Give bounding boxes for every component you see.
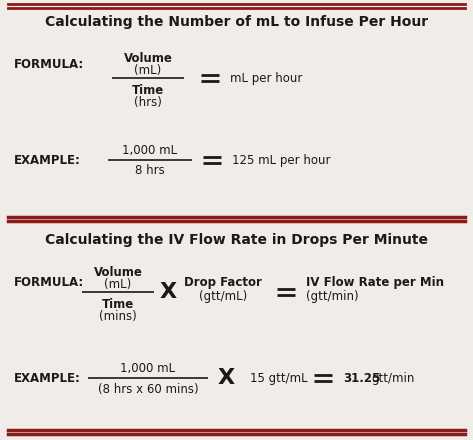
- Text: (mL): (mL): [105, 278, 131, 290]
- Text: EXAMPLE:: EXAMPLE:: [14, 154, 81, 166]
- Text: Time: Time: [132, 84, 164, 96]
- Text: (gtt/mL): (gtt/mL): [199, 290, 247, 303]
- Text: (mins): (mins): [99, 309, 137, 323]
- Text: 8 hrs: 8 hrs: [135, 164, 165, 176]
- Text: (8 hrs x 60 mins): (8 hrs x 60 mins): [98, 382, 198, 396]
- Text: X: X: [218, 368, 235, 388]
- Text: gtt/min: gtt/min: [371, 371, 414, 385]
- Text: 1,000 mL: 1,000 mL: [123, 143, 177, 157]
- Text: FORMULA:: FORMULA:: [14, 58, 84, 70]
- Text: Calculating the Number of mL to Infuse Per Hour: Calculating the Number of mL to Infuse P…: [45, 15, 428, 29]
- Text: (hrs): (hrs): [134, 95, 162, 109]
- Text: Calculating the IV Flow Rate in Drops Per Minute: Calculating the IV Flow Rate in Drops Pe…: [45, 233, 428, 247]
- Text: Time: Time: [102, 297, 134, 311]
- Text: mL per hour: mL per hour: [230, 72, 302, 84]
- Text: 1,000 mL: 1,000 mL: [121, 362, 175, 374]
- Text: Volume: Volume: [94, 265, 142, 279]
- Text: IV Flow Rate per Min: IV Flow Rate per Min: [306, 275, 444, 289]
- Text: (gtt/min): (gtt/min): [306, 290, 359, 303]
- Text: 15 gtt/mL: 15 gtt/mL: [250, 371, 307, 385]
- Text: FORMULA:: FORMULA:: [14, 275, 84, 289]
- Text: X: X: [159, 282, 176, 302]
- Text: Drop Factor: Drop Factor: [184, 275, 262, 289]
- Text: EXAMPLE:: EXAMPLE:: [14, 371, 81, 385]
- Text: (mL): (mL): [134, 63, 162, 77]
- Text: 31.25: 31.25: [343, 371, 380, 385]
- Text: 125 mL per hour: 125 mL per hour: [232, 154, 331, 166]
- Text: Volume: Volume: [123, 51, 173, 65]
